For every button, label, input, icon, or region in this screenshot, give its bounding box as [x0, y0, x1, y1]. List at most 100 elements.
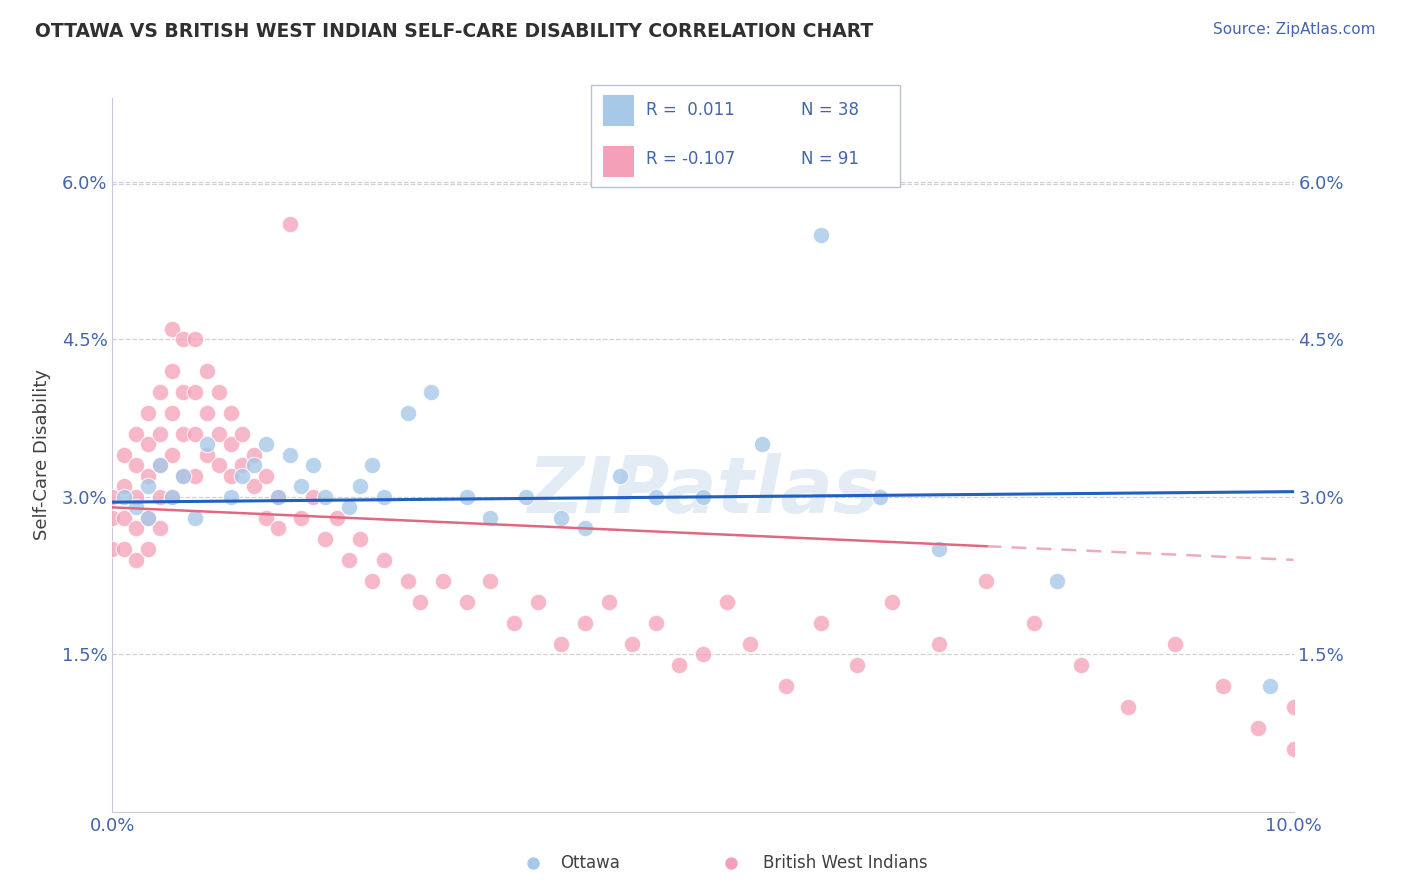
Point: [278, 217, 301, 231]
Point: [172, 426, 194, 441]
Point: [125, 426, 148, 441]
Bar: [603, 146, 634, 177]
Point: [195, 406, 218, 420]
Point: [456, 490, 478, 504]
Point: [574, 521, 596, 535]
Point: [456, 595, 478, 609]
Point: [149, 384, 172, 399]
Point: [267, 490, 290, 504]
Point: [522, 856, 544, 871]
Text: OTTAWA VS BRITISH WEST INDIAN SELF-CARE DISABILITY CORRELATION CHART: OTTAWA VS BRITISH WEST INDIAN SELF-CARE …: [35, 22, 873, 41]
Point: [112, 542, 135, 557]
Point: [125, 500, 148, 515]
Point: [243, 448, 266, 462]
Point: [361, 458, 384, 473]
Point: [172, 384, 194, 399]
Point: [267, 521, 290, 535]
Point: [112, 511, 135, 525]
Text: R =  0.011: R = 0.011: [647, 102, 735, 120]
Point: [302, 490, 325, 504]
Point: [302, 458, 325, 473]
Point: [184, 511, 207, 525]
Point: [869, 490, 891, 504]
Point: [432, 574, 454, 588]
Point: [1046, 574, 1069, 588]
Text: ZIPatlas: ZIPatlas: [527, 452, 879, 529]
Point: [668, 657, 690, 672]
Point: [136, 479, 159, 493]
Point: [479, 574, 502, 588]
Text: Ottawa: Ottawa: [560, 854, 620, 872]
Point: [396, 406, 419, 420]
Point: [231, 469, 253, 483]
Point: [644, 490, 666, 504]
Point: [254, 469, 277, 483]
Point: [160, 490, 183, 504]
Point: [515, 490, 537, 504]
Point: [195, 364, 218, 378]
Point: [184, 469, 207, 483]
Point: [928, 542, 950, 557]
Point: [136, 469, 159, 483]
Point: [160, 448, 183, 462]
Point: [976, 574, 998, 588]
Point: [574, 615, 596, 630]
Point: [231, 458, 253, 473]
Point: [337, 500, 360, 515]
Point: [326, 511, 349, 525]
Point: [219, 469, 242, 483]
Point: [503, 615, 526, 630]
Text: N = 91: N = 91: [801, 150, 859, 168]
Point: [526, 595, 548, 609]
Point: [278, 448, 301, 462]
Text: Source: ZipAtlas.com: Source: ZipAtlas.com: [1212, 22, 1375, 37]
Point: [928, 637, 950, 651]
Point: [101, 542, 124, 557]
Point: [136, 437, 159, 451]
Point: [254, 437, 277, 451]
Point: [136, 406, 159, 420]
Point: [1164, 637, 1187, 651]
Point: [775, 679, 797, 693]
Point: [692, 648, 714, 662]
Point: [337, 553, 360, 567]
Point: [160, 364, 183, 378]
Point: [609, 469, 631, 483]
Point: [136, 542, 159, 557]
Point: [149, 426, 172, 441]
Point: [243, 458, 266, 473]
Point: [149, 521, 172, 535]
Point: [149, 458, 172, 473]
Point: [479, 511, 502, 525]
Point: [149, 490, 172, 504]
Point: [396, 574, 419, 588]
Point: [267, 490, 290, 504]
Point: [290, 479, 312, 493]
Point: [644, 615, 666, 630]
Point: [1022, 615, 1045, 630]
Point: [692, 490, 714, 504]
Point: [810, 227, 832, 242]
Point: [172, 333, 194, 347]
Point: [550, 637, 572, 651]
Point: [184, 426, 207, 441]
Point: [408, 595, 430, 609]
Point: [740, 637, 762, 651]
Point: [101, 511, 124, 525]
Point: [845, 657, 868, 672]
Point: [112, 479, 135, 493]
Text: British West Indians: British West Indians: [763, 854, 928, 872]
Point: [373, 553, 395, 567]
Point: [125, 458, 148, 473]
Point: [195, 448, 218, 462]
Point: [136, 511, 159, 525]
Point: [219, 406, 242, 420]
Point: [172, 469, 194, 483]
Point: [810, 615, 832, 630]
Point: [149, 458, 172, 473]
Point: [621, 637, 644, 651]
Point: [184, 333, 207, 347]
Point: [751, 437, 773, 451]
Y-axis label: Self-Care Disability: Self-Care Disability: [32, 369, 51, 541]
Point: [208, 384, 231, 399]
